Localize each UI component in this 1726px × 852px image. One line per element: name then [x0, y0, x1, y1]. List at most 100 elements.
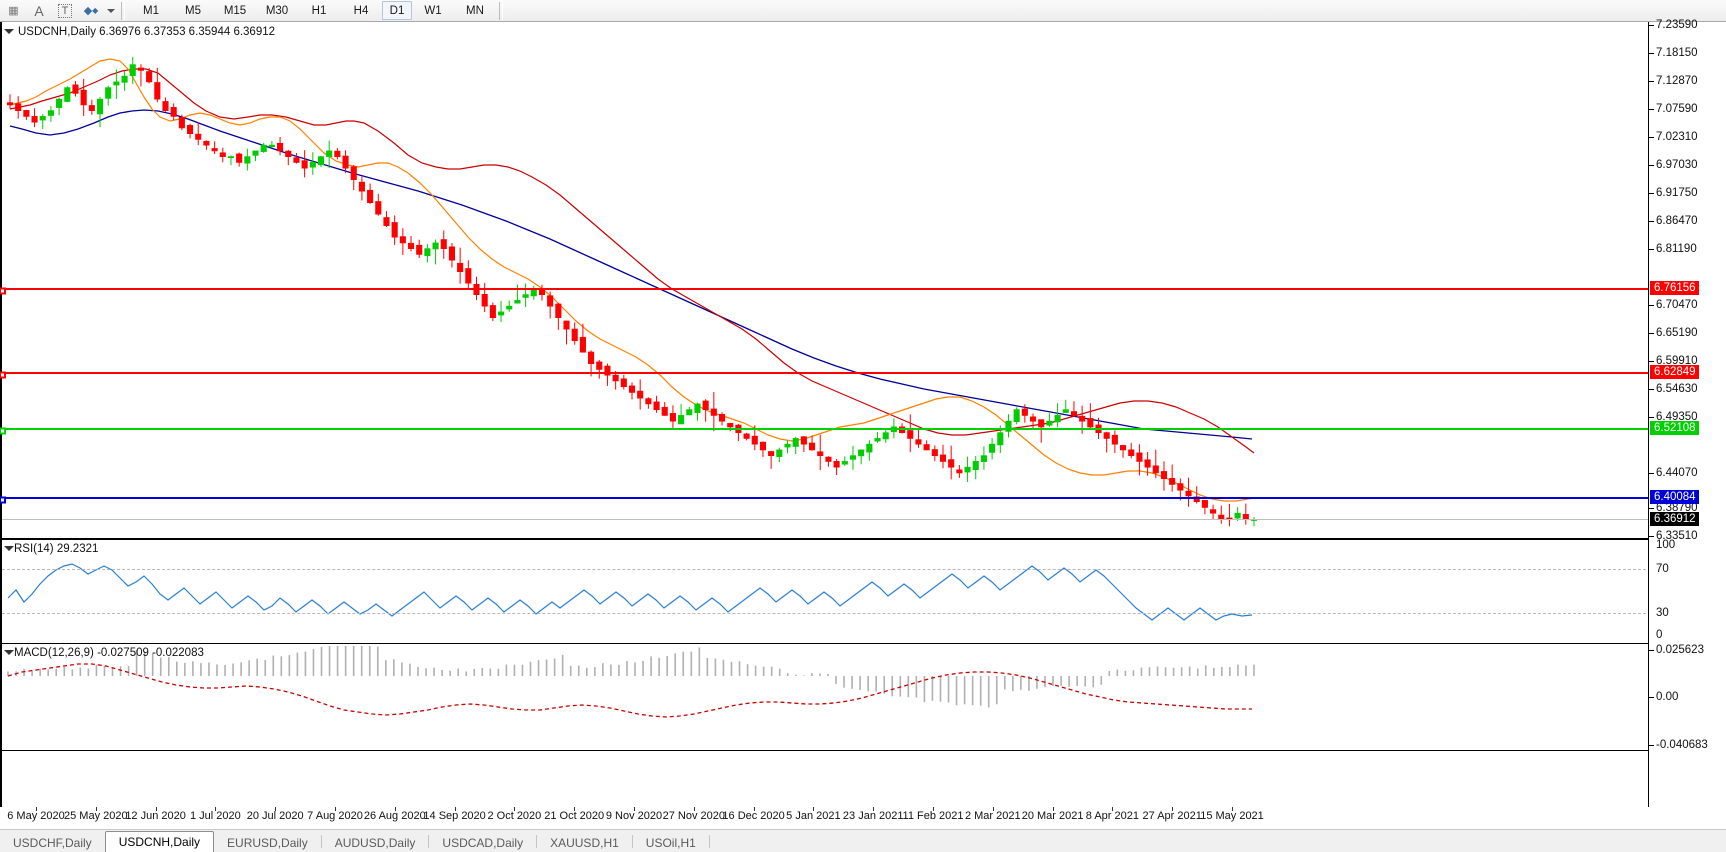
candle-body	[448, 246, 455, 261]
time-axis-label: 1 Jul 2020	[190, 810, 241, 822]
timeframe-m1[interactable]: M1	[143, 4, 159, 17]
tab-usdchf-daily[interactable]: USDCHF,Daily	[0, 833, 105, 852]
timeframe-mn[interactable]: MN	[466, 4, 484, 17]
price-pane-collapse-icon[interactable]	[4, 29, 14, 34]
candle-body	[391, 222, 398, 238]
time-axis-label: 20 Mar 2021	[1021, 810, 1084, 822]
candle-body	[375, 201, 382, 215]
tab-usdcad-daily[interactable]: USDCAD,Daily	[429, 833, 537, 852]
time-axis-label: 9 Nov 2020	[605, 810, 663, 822]
time-axis-tick	[1172, 807, 1174, 811]
time-axis-tick	[155, 807, 157, 811]
price-axis-tick	[1649, 249, 1654, 250]
price-axis-chip-6-76156[interactable]: 6.76156	[1650, 281, 1699, 295]
tab-eurusd-daily[interactable]: EURUSD,Daily	[214, 833, 321, 852]
chart-area[interactable]: USDCNH,Daily 6.36976 6.37353 6.35944 6.3…	[0, 19, 1726, 807]
tab-audusd-daily[interactable]: AUDUSD,Daily	[321, 833, 429, 852]
candle-body	[457, 262, 464, 273]
candle-body	[187, 125, 194, 135]
tab-xauusd-h1[interactable]: XAUUSD,H1	[537, 833, 632, 852]
tab-usoil-h1[interactable]: USOil,H1	[632, 833, 709, 852]
candle-body	[113, 81, 120, 86]
candle-body	[743, 433, 750, 439]
price-axis-chip-6-36912[interactable]: 6.36912	[1650, 512, 1699, 526]
chart-tab-bar[interactable]: USDCHF,Daily USDCNH,Daily EURUSD,Daily A…	[0, 829, 1726, 852]
candle-body	[1160, 471, 1168, 480]
price-axis-label: 6.81190	[1656, 243, 1697, 255]
level-line-resistance-2[interactable]	[0, 371, 1648, 379]
timeframe-m15[interactable]: M15	[223, 4, 247, 17]
candle-body	[620, 378, 627, 388]
time-axis-tick	[514, 807, 516, 811]
level-line-resistance-1[interactable]	[0, 287, 1648, 295]
shapes-dropdown-caret-icon[interactable]	[104, 1, 118, 21]
candle-body	[88, 105, 95, 111]
candle-body	[669, 413, 676, 422]
tab-divider	[428, 834, 430, 848]
candle-body	[1062, 409, 1069, 413]
rsi-pane-inner	[2, 540, 1648, 643]
time-axis-label: 6 May 2020	[7, 810, 65, 822]
timeframe-w1[interactable]: W1	[424, 4, 442, 17]
candle-body	[858, 449, 865, 457]
timeframe-m30[interactable]: M30	[265, 4, 289, 17]
macd-pane-collapse-icon[interactable]	[4, 650, 14, 655]
crosshair-grid-icon[interactable]: ▦	[0, 1, 26, 21]
candle-body	[1218, 514, 1225, 520]
time-axis-tick	[873, 807, 875, 811]
price-axis-tick	[1649, 81, 1654, 82]
price-axis[interactable]: 7.23590 7.18150 7.12870 7.07590 7.02310 6.970…	[1648, 19, 1726, 807]
macd-axis-tick	[1649, 650, 1654, 651]
macd-axis-tick	[1649, 697, 1654, 698]
candle-body	[465, 268, 472, 284]
price-pane[interactable]: USDCNH,Daily 6.36976 6.37353 6.35944 6.3…	[0, 21, 1648, 539]
price-axis-tick	[1649, 305, 1654, 306]
price-axis-tick	[1649, 417, 1654, 418]
level-handle-resistance-1[interactable]	[0, 287, 6, 295]
time-axis[interactable]: 6 May 2020 25 May 2020 12 Jun 2020 1 Jul 20…	[0, 807, 1726, 830]
candle-body	[980, 455, 987, 462]
text-label-icon[interactable]: A	[34, 2, 44, 19]
candle-body	[1226, 517, 1233, 520]
timeframe-m5[interactable]: M5	[185, 4, 201, 17]
timeframe-d1[interactable]: D1	[382, 1, 412, 20]
price-axis-tick	[1649, 53, 1654, 54]
price-axis-label: 6.86470	[1656, 215, 1698, 227]
macd-pane[interactable]: MACD(12,26,9) -0.027509 -0.022083	[0, 643, 1648, 751]
time-axis-label: 2 Mar 2021	[964, 810, 1021, 822]
candle-body	[1029, 416, 1037, 422]
level-handle-support-blue[interactable]	[0, 496, 6, 504]
tab-usdcnh-daily[interactable]: USDCNH,Daily	[104, 831, 215, 852]
tab-divider	[320, 834, 322, 848]
level-handle-resistance-2[interactable]	[0, 371, 6, 379]
candle-body	[833, 460, 840, 468]
time-axis-tick	[933, 807, 934, 811]
timeframe-h1[interactable]: H1	[311, 4, 327, 17]
candle-body	[56, 98, 63, 108]
rsi-pane[interactable]: RSI(14) 29.2321	[0, 539, 1648, 644]
timeframe-h4[interactable]: H4	[353, 4, 369, 17]
price-axis-tick	[1649, 389, 1654, 390]
macd-axis-label: 0.025623	[1656, 644, 1704, 656]
candle-body	[964, 466, 971, 473]
candle-body	[776, 449, 783, 457]
candle-body	[80, 89, 87, 106]
rsi-pane-collapse-icon[interactable]	[4, 546, 14, 551]
level-line-support-blue[interactable]	[0, 496, 1648, 504]
candle-body	[645, 398, 652, 405]
price-axis-chip-6-52108[interactable]: 6.52108	[1650, 421, 1699, 435]
text-box-icon[interactable]: T	[52, 1, 78, 21]
time-axis-tick	[335, 807, 336, 811]
time-axis-label: 8 Apr 2021	[1085, 810, 1139, 822]
level-handle-support-green[interactable]	[0, 427, 6, 435]
price-axis-chip-6-40084[interactable]: 6.40084	[1650, 490, 1699, 504]
candle-body	[39, 116, 46, 121]
candle-body	[31, 116, 38, 123]
candle-body	[121, 75, 128, 83]
candle-body	[678, 415, 685, 425]
price-axis-chip-6-62849[interactable]: 6.62849	[1650, 365, 1699, 379]
price-axis-label: 6.70470	[1656, 299, 1698, 311]
candle-body	[653, 401, 660, 411]
level-line-support-green[interactable]	[0, 427, 1648, 435]
shapes-icon[interactable]: ◆ ◆	[83, 5, 99, 17]
